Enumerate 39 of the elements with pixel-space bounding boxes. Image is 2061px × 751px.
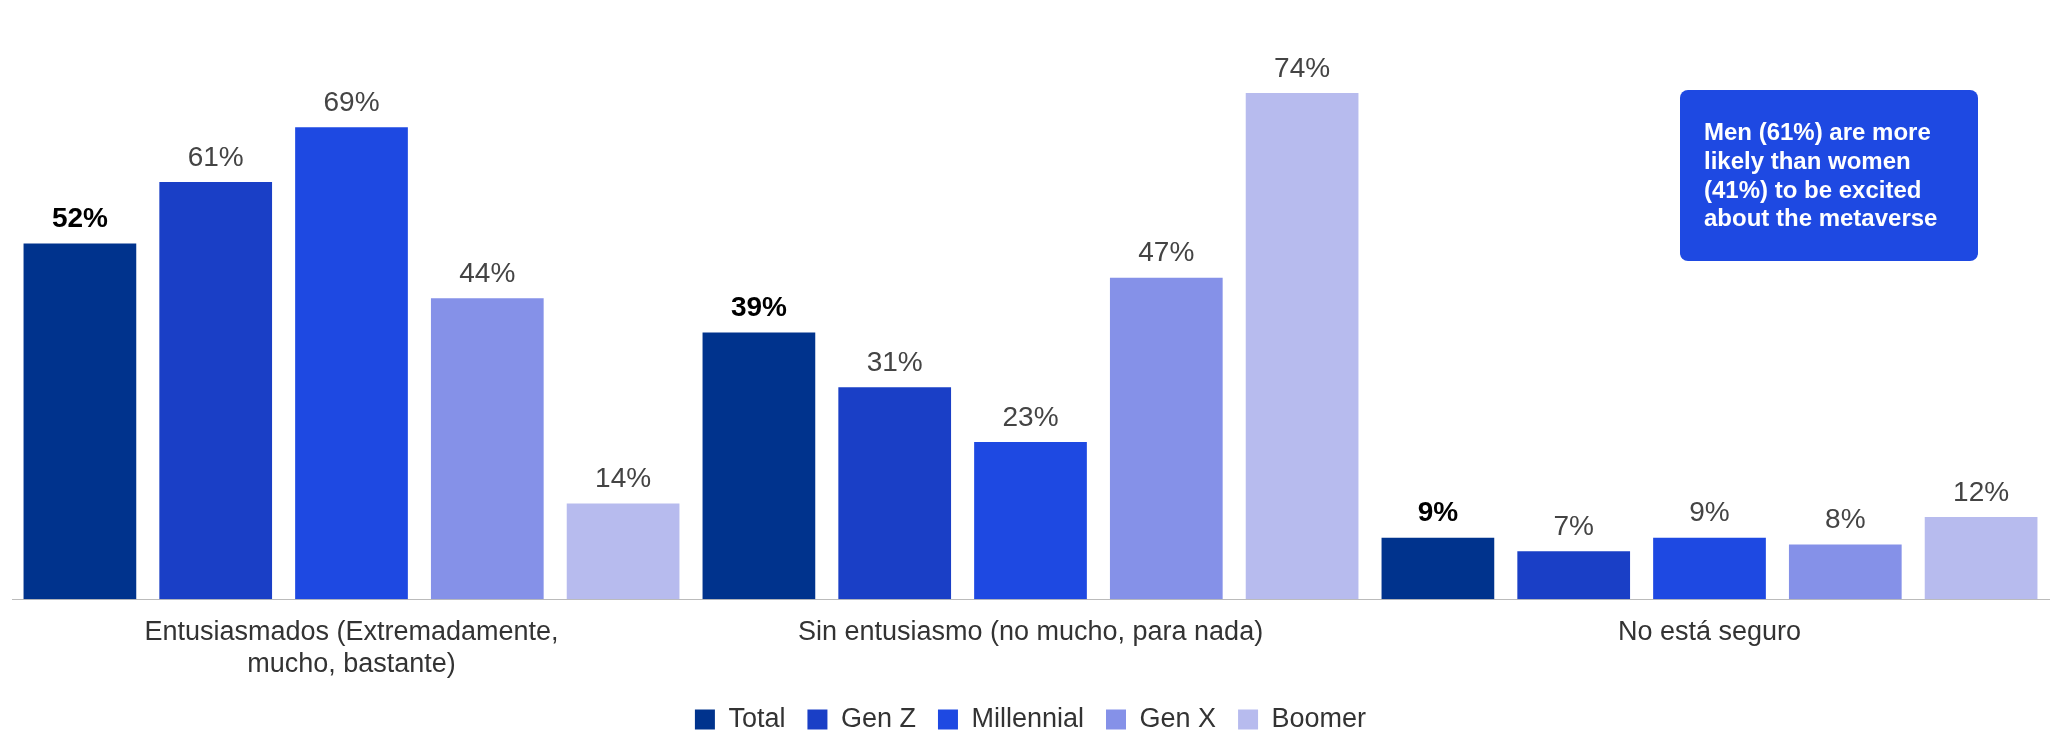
bar: [1381, 537, 1495, 600]
bar: [1245, 93, 1359, 600]
data-label: 7%: [1553, 510, 1594, 542]
bar: [295, 127, 408, 600]
bar: [1109, 277, 1223, 600]
data-label: 8%: [1825, 503, 1866, 535]
data-label: 14%: [595, 462, 652, 494]
data-label: 47%: [1138, 236, 1195, 268]
data-label: 52%: [51, 202, 109, 234]
bar: [23, 243, 137, 600]
data-label: 44%: [459, 256, 516, 288]
bar: [974, 441, 1087, 600]
bar: [430, 298, 544, 600]
x-tick-label: Entusiasmados (Extremadamente, mucho, bastante): [144, 615, 559, 679]
bar: [159, 181, 273, 600]
data-label: 23%: [1002, 400, 1059, 432]
legend-label: Total: [728, 702, 786, 733]
data-label: 12%: [1953, 475, 2010, 507]
legend-label: Gen Z: [840, 702, 916, 733]
legend-label: Gen X: [1139, 702, 1217, 733]
bar: [566, 503, 680, 600]
data-label: 74%: [1274, 51, 1331, 83]
data-label: 61%: [187, 140, 244, 172]
note-box: Men (61%) are more likely than women (41%) to be excited about the metaverse: [1680, 90, 1978, 262]
bar: [838, 387, 952, 600]
x-tick-label: No está seguro: [1617, 615, 1802, 646]
x-tick-label: Sin entusiasmo (no mucho, para nada): [797, 615, 1264, 646]
bar: [702, 332, 816, 600]
bar: [1788, 544, 1902, 600]
legend-label: Boomer: [1271, 702, 1367, 733]
legend-label: Millennial: [971, 702, 1085, 733]
data-label: 9%: [1417, 496, 1459, 528]
data-label: 69%: [323, 85, 380, 117]
bar: [1653, 537, 1766, 600]
bar: [1924, 517, 2038, 600]
data-label: 9%: [1689, 496, 1730, 528]
bar: [1517, 551, 1631, 600]
data-label: 31%: [866, 345, 923, 377]
data-label: 39%: [730, 291, 788, 323]
